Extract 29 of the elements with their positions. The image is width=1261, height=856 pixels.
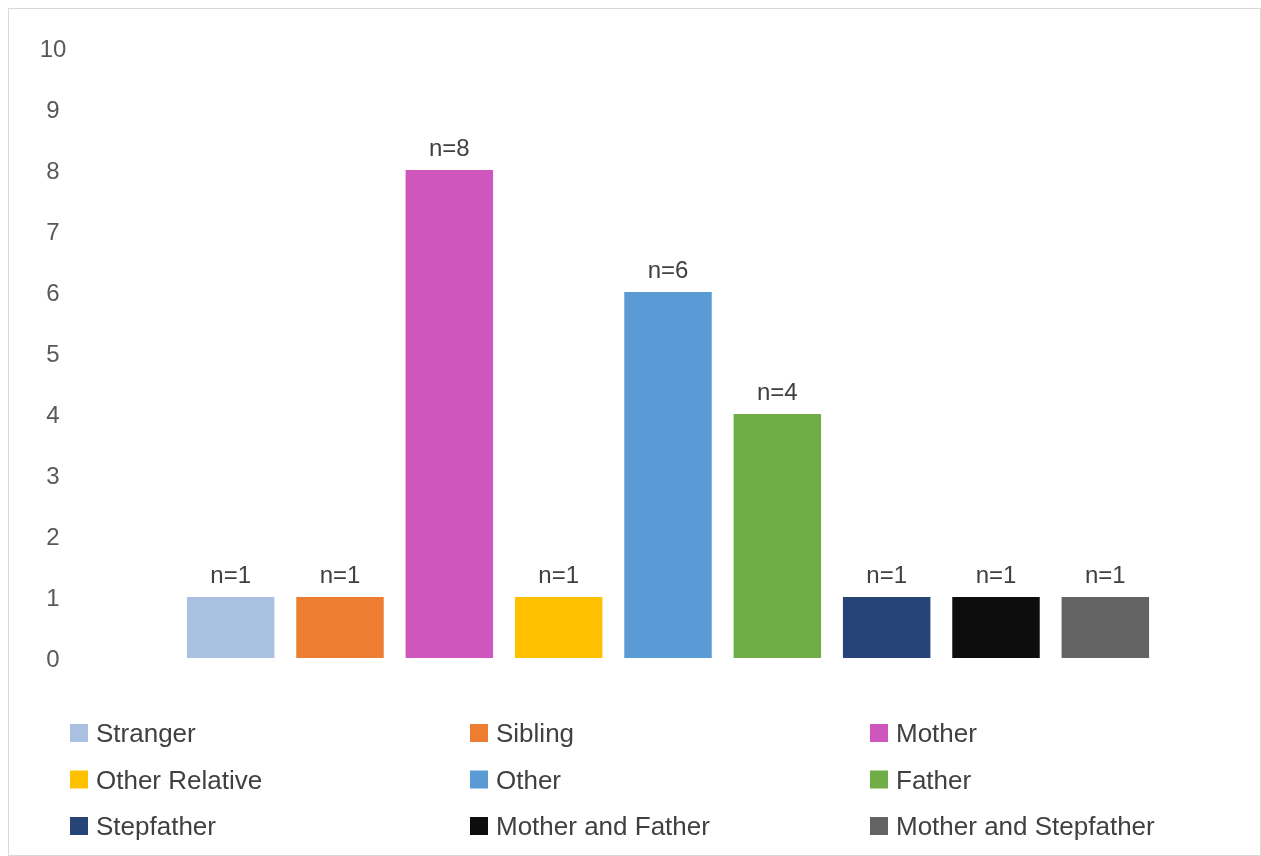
legend-label: Mother and Stepfather: [896, 811, 1156, 841]
data-label: n=1: [1084, 561, 1126, 588]
y-tick-label: 3: [46, 461, 60, 489]
legend-label: Father: [896, 764, 972, 795]
data-label: n=8: [428, 134, 470, 161]
data-label: n=1: [319, 561, 361, 588]
y-tick-label: 0: [46, 644, 60, 672]
legend-label: Other Relative: [96, 764, 263, 795]
data-label: n=4: [756, 378, 798, 405]
y-tick-label: 10: [39, 34, 67, 62]
legend-label: Sibling: [496, 718, 575, 748]
legend-label: Other: [496, 764, 562, 795]
y-tick-label: 6: [46, 278, 60, 306]
data-label: n=1: [975, 561, 1017, 588]
y-tick-label: 8: [46, 156, 60, 184]
y-tick-label: 7: [46, 217, 60, 245]
legend-label: Mother and Father: [496, 811, 711, 841]
y-tick-label: 9: [46, 95, 60, 123]
data-label: n=6: [647, 256, 689, 283]
legend-label: Mother: [896, 718, 978, 748]
y-tick-label: 4: [46, 400, 60, 428]
legend-label: Stranger: [96, 718, 197, 748]
y-tick-label: 5: [46, 339, 60, 367]
legend-label: Stepfather: [96, 811, 217, 841]
data-label: n=1: [210, 561, 252, 588]
y-tick-label: 2: [46, 522, 60, 550]
data-label: n=1: [866, 561, 908, 588]
data-label: n=1: [538, 561, 580, 588]
y-tick-label: 1: [46, 583, 60, 611]
